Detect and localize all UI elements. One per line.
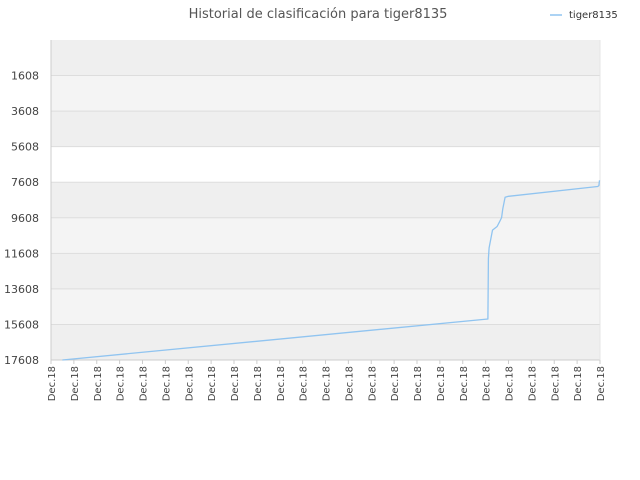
y-tick-labels: 1608 3608 5608 7608 9608 11608 13608 15608 17608 [4,70,39,367]
legend-label: tiger8135 [569,10,618,21]
y-tick-label: 5608 [11,141,39,154]
x-tick-label: Dec.18 [413,366,424,401]
x-tick-labels: Dec.18 Dec.18 Dec.18 Dec.18 Dec.18 Dec.18 Dec.… [47,360,607,401]
x-tick-label: Dec.18 [390,366,401,401]
x-tick-label: Dec.18 [436,366,447,401]
y-tick-label: 1608 [11,70,39,83]
x-tick-label: Dec.18 [276,366,287,401]
plot-band [51,40,600,76]
x-tick-label: Dec.18 [93,366,104,401]
x-tick-label: Dec.18 [161,366,172,401]
y-tick-label: 11608 [4,247,39,260]
x-tick-label: Dec.18 [596,366,607,401]
plot-band [51,75,600,112]
y-tick-label: 13608 [4,283,39,296]
y-tick-label: 3608 [11,105,39,118]
chart-title: Historial de clasificación para tiger813… [189,7,448,22]
x-tick-label: Dec.18 [207,366,218,401]
x-tick-label: Dec.18 [184,366,195,401]
x-tick-label: Dec.18 [573,366,584,401]
y-tick-label: 17608 [4,354,39,367]
y-tick-label: 7608 [11,176,39,189]
x-tick-label: Dec.18 [299,366,310,401]
plot-band [51,217,600,254]
x-tick-label: Dec.18 [139,366,150,401]
plot-band [51,288,600,325]
x-tick-label: Dec.18 [367,366,378,401]
x-tick-label: Dec.18 [322,366,333,401]
x-tick-label: Dec.18 [116,366,127,401]
series-layer [62,180,601,361]
plot-band [51,111,600,147]
x-tick-label: Dec.18 [482,366,493,401]
x-tick-label: Dec.18 [47,366,58,401]
x-tick-label: Dec.18 [70,366,81,401]
plot-band [51,253,600,289]
y-tick-label: 15608 [4,318,39,331]
x-tick-label: Dec.18 [230,366,241,401]
x-tick-label: Dec.18 [550,366,561,401]
x-tick-label: Dec.18 [505,366,516,401]
plot-band [51,324,600,360]
x-tick-label: Dec.18 [253,366,264,401]
series-line-tiger8135 [62,180,601,361]
plot-band [51,146,600,183]
legend: tiger8135 [550,10,618,21]
x-tick-label: Dec.18 [527,366,538,401]
plot-bands [51,40,600,360]
y-tick-label: 9608 [11,212,39,225]
x-tick-label: Dec.18 [344,366,355,401]
x-tick-label: Dec.18 [459,366,470,401]
plot-band [51,182,600,218]
